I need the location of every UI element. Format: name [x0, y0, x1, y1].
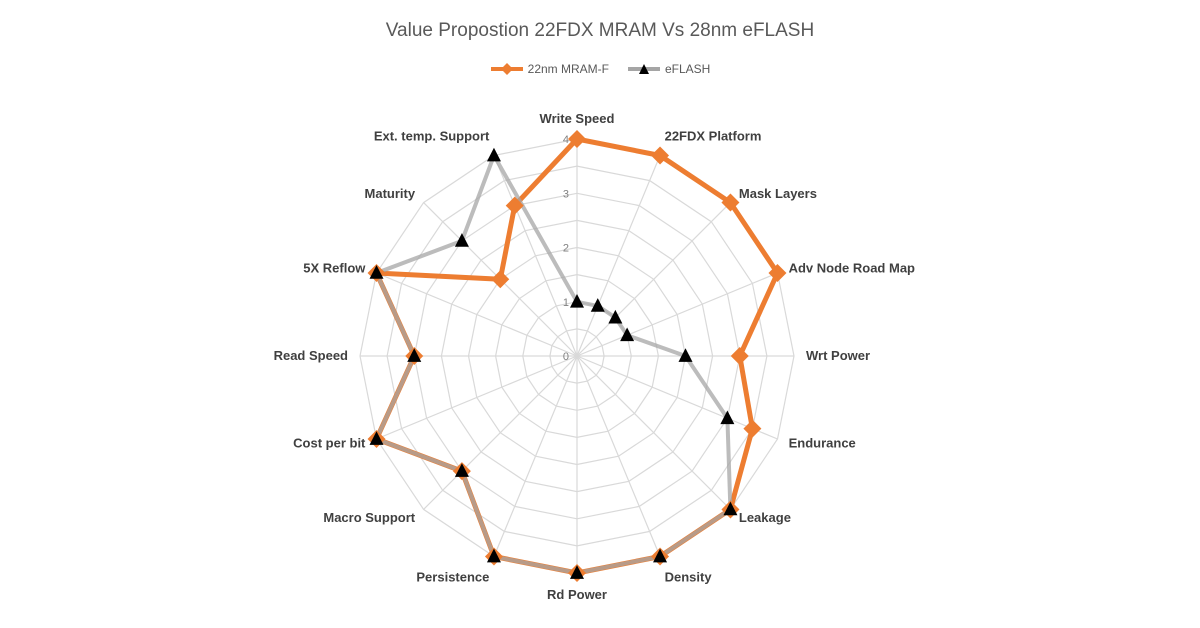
marker-eflash-6	[723, 501, 738, 516]
category-label-7: Density	[665, 570, 713, 585]
marker-eflash-2	[608, 309, 623, 324]
legend: 22nm MRAM-F eFLASH	[0, 62, 1200, 76]
marker-eflash-10	[454, 463, 469, 477]
category-label-0: Write Speed	[540, 111, 615, 126]
grid-spoke-13	[376, 272, 578, 357]
marker-eflash-0	[570, 293, 584, 308]
tick-label-2: 2	[563, 243, 569, 255]
category-label-1: 22FDX Platform	[665, 128, 762, 143]
grid-spoke-2	[576, 202, 731, 357]
marker-eflash-13	[369, 265, 384, 279]
series-line-1	[374, 153, 733, 575]
category-label-6: Leakage	[739, 510, 791, 525]
legend-marker-eflash	[627, 64, 660, 74]
marker-eflash-11	[369, 431, 384, 445]
grid-spoke-11	[376, 355, 578, 440]
marker-eflash-9	[486, 548, 501, 563]
category-label-11: Cost per bit	[293, 436, 366, 451]
marker-mram-15	[505, 196, 524, 215]
category-label-8: Rd Power	[547, 587, 607, 602]
marker-eflash-15	[486, 147, 501, 162]
grid-spoke-6	[576, 355, 731, 510]
grid-spoke-10	[423, 355, 578, 510]
marker-mram-5	[743, 419, 762, 438]
category-label-13: 5X Reflow	[303, 260, 366, 275]
marker-mram-2	[721, 193, 740, 212]
marker-eflash-8	[570, 565, 584, 579]
legend-item-eflash: eFLASH	[627, 62, 710, 76]
marker-eflash-14	[454, 233, 469, 247]
legend-item-mram: 22nm MRAM-F	[490, 62, 609, 76]
category-label-12: Read Speed	[274, 348, 348, 363]
grid-spoke-3	[576, 272, 778, 357]
grid-spoke-5	[576, 355, 778, 440]
grid-spoke-9	[493, 355, 578, 557]
legend-label-eflash: eFLASH	[664, 62, 711, 76]
grid-spoke-7	[576, 355, 661, 557]
category-label-10: Macro Support	[323, 510, 415, 525]
marker-eflash-12	[407, 348, 422, 362]
marker-eflash-7	[653, 548, 668, 563]
category-label-2: Mask Layers	[739, 186, 817, 201]
marker-mram-0	[568, 130, 586, 148]
grid-spoke-15	[493, 155, 578, 357]
marker-mram-3	[768, 263, 787, 282]
marker-mram-14	[491, 270, 510, 289]
category-label-3: Adv Node Road Map	[789, 260, 915, 275]
marker-eflash-3	[620, 327, 635, 342]
category-label-4: Wrt Power	[806, 348, 870, 363]
marker-eflash-5	[720, 410, 735, 425]
category-label-14: Maturity	[365, 186, 416, 201]
legend-label-mram: 22nm MRAM-F	[527, 62, 609, 76]
marker-eflash-1	[590, 298, 605, 312]
category-label-5: Endurance	[789, 436, 856, 451]
chart-title: Value Propostion 22FDX MRAM Vs 28nm eFLA…	[385, 20, 815, 41]
grid-spoke-1	[576, 155, 661, 357]
tick-label-3: 3	[563, 188, 569, 200]
category-label-15: Ext. temp. Support	[374, 128, 490, 143]
tick-label-1: 1	[563, 297, 569, 309]
legend-marker-mram	[490, 63, 523, 75]
tick-label-4: 4	[563, 134, 569, 146]
marker-mram-1	[651, 146, 670, 165]
tick-label-0: 0	[563, 351, 569, 363]
marker-mram-4	[730, 347, 749, 365]
category-label-9: Persistence	[416, 570, 489, 585]
marker-eflash-4	[678, 348, 693, 362]
